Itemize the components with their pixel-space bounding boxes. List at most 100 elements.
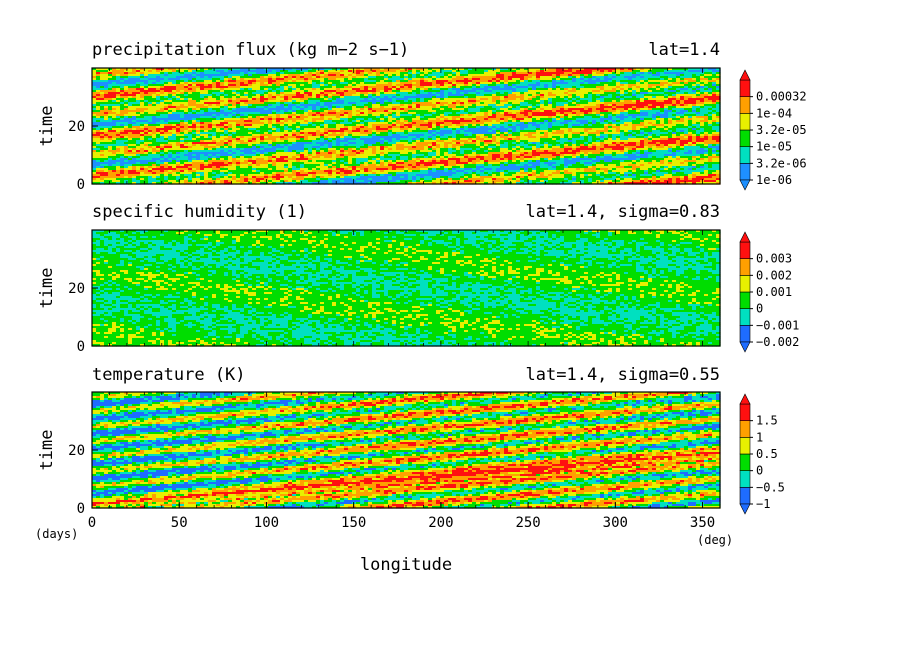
heatmap-cell <box>380 72 385 75</box>
heatmap-cell <box>680 70 685 73</box>
heatmap-cell <box>136 80 141 83</box>
heatmap-cell <box>580 76 585 79</box>
heatmap-cell <box>672 72 677 75</box>
heatmap-cell <box>324 88 329 91</box>
heatmap-cell <box>504 72 509 75</box>
heatmap-cell <box>96 80 101 83</box>
heatmap-cell <box>600 84 605 87</box>
heatmap-cell <box>256 74 261 77</box>
heatmap-cell <box>124 78 129 81</box>
heatmap-cell <box>500 84 505 87</box>
heatmap-cell <box>676 76 681 79</box>
heatmap-cell <box>616 72 621 75</box>
heatmap-cell <box>480 68 485 71</box>
heatmap-cell <box>556 86 561 89</box>
heatmap-cell <box>120 88 125 91</box>
heatmap-cell <box>208 78 213 81</box>
heatmap-cell <box>692 80 697 83</box>
heatmap-cell <box>628 78 633 81</box>
heatmap-cell <box>136 72 141 75</box>
heatmap-cell <box>612 86 617 89</box>
heatmap-cell <box>224 70 229 73</box>
heatmap-cell <box>100 88 105 91</box>
heatmap-cell <box>216 84 221 87</box>
heatmap-cell <box>228 78 233 81</box>
heatmap-cell <box>248 82 253 85</box>
heatmap-cell <box>640 84 645 87</box>
heatmap-cell <box>116 74 121 77</box>
heatmap-cell <box>556 70 561 73</box>
heatmap-cell <box>300 84 305 87</box>
heatmap-cell <box>200 70 205 73</box>
heatmap-cell <box>424 68 429 71</box>
heatmap-cell <box>508 70 513 73</box>
heatmap-cell <box>240 82 245 85</box>
heatmap-cell <box>148 86 153 89</box>
heatmap-cell <box>536 74 541 77</box>
heatmap-cell <box>496 68 501 71</box>
heatmap-cell <box>616 74 621 77</box>
heatmap-cell <box>316 84 321 87</box>
heatmap-cell <box>208 80 213 83</box>
heatmap-cell <box>584 72 589 75</box>
heatmap-cell <box>620 70 625 73</box>
heatmap-cell <box>196 84 201 87</box>
heatmap-cell <box>340 72 345 75</box>
heatmap-cell <box>96 76 101 79</box>
heatmap-cell <box>556 84 561 87</box>
heatmap-cell <box>512 84 517 87</box>
heatmap-cell <box>388 72 393 75</box>
heatmap-cell <box>328 86 333 89</box>
heatmap-cell <box>656 86 661 89</box>
heatmap-cell <box>216 78 221 81</box>
heatmap-cell <box>548 84 553 87</box>
heatmap-cell <box>128 74 133 77</box>
heatmap-cell <box>184 84 189 87</box>
heatmap-cell <box>688 86 693 89</box>
heatmap-cell <box>704 82 709 85</box>
heatmap-cell <box>584 70 589 73</box>
heatmap-cell <box>304 74 309 77</box>
heatmap-cell <box>476 80 481 83</box>
heatmap-cell <box>92 78 97 81</box>
heatmap-cell <box>716 72 721 75</box>
heatmap-cell <box>264 74 269 77</box>
heatmap-cell <box>444 74 449 77</box>
heatmap-cell <box>644 78 649 81</box>
heatmap-cell <box>452 86 457 89</box>
heatmap-cell <box>352 76 357 79</box>
heatmap-cell <box>116 82 121 85</box>
heatmap-cell <box>316 80 321 83</box>
heatmap-cell <box>252 70 257 73</box>
heatmap-cell <box>324 80 329 83</box>
heatmap-cell <box>716 84 721 87</box>
heatmap-cell <box>232 82 237 85</box>
heatmap-cell <box>660 78 665 81</box>
heatmap-cell <box>180 76 185 79</box>
heatmap-cell <box>208 72 213 75</box>
heatmap-cell <box>292 84 297 87</box>
heatmap-cell <box>192 86 197 89</box>
heatmap-cell <box>312 82 317 85</box>
heatmap-cell <box>456 74 461 77</box>
heatmap-cell <box>512 82 517 85</box>
heatmap-cell <box>168 72 173 75</box>
heatmap-cell <box>468 70 473 73</box>
heatmap-cell <box>460 72 465 75</box>
heatmap-cell <box>228 82 233 85</box>
heatmap-cell <box>332 84 337 87</box>
heatmap-cell <box>212 80 217 83</box>
heatmap-cell <box>676 72 681 75</box>
heatmap-cell <box>520 70 525 73</box>
heatmap-cell <box>92 74 97 77</box>
heatmap-cell <box>96 74 101 77</box>
heatmap-cell <box>580 86 585 89</box>
heatmap-cell <box>508 74 513 77</box>
heatmap-cell <box>244 82 249 85</box>
heatmap-cell <box>116 84 121 87</box>
heatmap-cell <box>612 84 617 87</box>
heatmap-cell <box>236 82 241 85</box>
heatmap-cell <box>136 70 141 73</box>
heatmap-cell <box>160 68 165 71</box>
heatmap-cell <box>304 80 309 83</box>
